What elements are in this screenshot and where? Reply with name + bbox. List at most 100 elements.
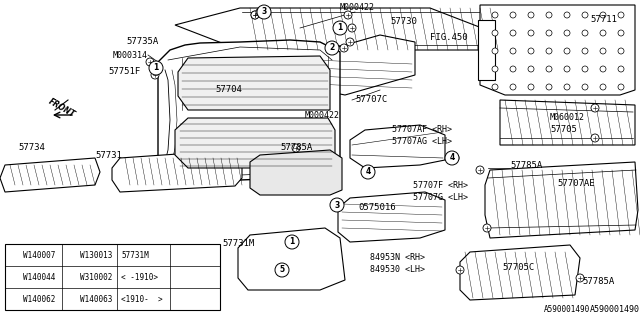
- Text: 4: 4: [449, 154, 454, 163]
- Circle shape: [528, 12, 534, 18]
- Text: FRONT: FRONT: [47, 97, 77, 119]
- Circle shape: [492, 48, 498, 54]
- Circle shape: [149, 61, 163, 75]
- Text: M060012: M060012: [550, 114, 585, 123]
- Circle shape: [346, 38, 354, 46]
- Polygon shape: [158, 40, 340, 180]
- Circle shape: [256, 8, 264, 16]
- Bar: [5, 244, 220, 310]
- Text: W140063: W140063: [80, 294, 113, 303]
- Circle shape: [330, 198, 344, 212]
- Circle shape: [528, 84, 534, 90]
- Polygon shape: [485, 162, 638, 238]
- Circle shape: [445, 151, 459, 165]
- Circle shape: [564, 84, 570, 90]
- Text: 3: 3: [261, 7, 267, 17]
- Circle shape: [546, 12, 552, 18]
- Circle shape: [564, 12, 570, 18]
- Circle shape: [582, 48, 588, 54]
- Circle shape: [618, 84, 624, 90]
- Circle shape: [600, 84, 606, 90]
- Text: W310002: W310002: [80, 273, 113, 282]
- Circle shape: [146, 58, 154, 66]
- Circle shape: [510, 66, 516, 72]
- Text: 57704: 57704: [215, 85, 242, 94]
- Circle shape: [582, 66, 588, 72]
- Text: 57711: 57711: [590, 15, 617, 25]
- Circle shape: [618, 12, 624, 18]
- Text: 2: 2: [330, 44, 335, 52]
- Text: 1: 1: [13, 252, 17, 258]
- Circle shape: [510, 84, 516, 90]
- Circle shape: [510, 48, 516, 54]
- Text: 57705: 57705: [550, 125, 577, 134]
- Text: 849530 <LH>: 849530 <LH>: [370, 266, 425, 275]
- Circle shape: [546, 66, 552, 72]
- Polygon shape: [478, 20, 495, 80]
- Circle shape: [564, 48, 570, 54]
- Text: 4: 4: [365, 167, 371, 177]
- Circle shape: [348, 24, 356, 32]
- Text: 57707C: 57707C: [355, 95, 387, 105]
- Polygon shape: [238, 228, 345, 290]
- Circle shape: [582, 30, 588, 36]
- Circle shape: [546, 84, 552, 90]
- Circle shape: [582, 12, 588, 18]
- Circle shape: [591, 104, 599, 112]
- Circle shape: [600, 30, 606, 36]
- Circle shape: [492, 66, 498, 72]
- Circle shape: [546, 30, 552, 36]
- Text: 1: 1: [337, 23, 342, 33]
- Text: 57707G <LH>: 57707G <LH>: [413, 194, 468, 203]
- Circle shape: [510, 30, 516, 36]
- Circle shape: [151, 71, 159, 79]
- Text: 57707AG <LH>: 57707AG <LH>: [392, 138, 452, 147]
- Text: <1910-  >: <1910- >: [121, 294, 163, 303]
- Text: M000422: M000422: [340, 4, 375, 12]
- Text: 57707F <RH>: 57707F <RH>: [413, 181, 468, 190]
- Circle shape: [492, 84, 498, 90]
- Circle shape: [528, 66, 534, 72]
- Text: FIG.450: FIG.450: [430, 34, 468, 43]
- Circle shape: [361, 165, 375, 179]
- Circle shape: [476, 166, 484, 174]
- Text: 57734: 57734: [18, 143, 45, 153]
- Circle shape: [582, 84, 588, 90]
- Circle shape: [492, 30, 498, 36]
- Text: 57707AE: 57707AE: [557, 179, 595, 188]
- Circle shape: [483, 224, 491, 232]
- Circle shape: [66, 249, 78, 261]
- Circle shape: [528, 48, 534, 54]
- Text: 57785A: 57785A: [280, 143, 312, 153]
- Text: 57707AF <RH>: 57707AF <RH>: [392, 125, 452, 134]
- Text: A590001490: A590001490: [544, 306, 590, 315]
- Polygon shape: [175, 118, 335, 168]
- Circle shape: [618, 30, 624, 36]
- Circle shape: [325, 41, 339, 55]
- Polygon shape: [460, 245, 580, 300]
- Circle shape: [528, 30, 534, 36]
- Circle shape: [257, 5, 271, 19]
- Text: 57731: 57731: [95, 150, 122, 159]
- Circle shape: [564, 66, 570, 72]
- Circle shape: [546, 48, 552, 54]
- Polygon shape: [338, 192, 445, 242]
- Polygon shape: [310, 35, 415, 95]
- Circle shape: [591, 134, 599, 142]
- Circle shape: [66, 271, 78, 283]
- Circle shape: [510, 12, 516, 18]
- Text: 84953N <RH>: 84953N <RH>: [370, 253, 425, 262]
- Circle shape: [278, 266, 286, 274]
- Text: W140044: W140044: [23, 273, 56, 282]
- Text: 57785A: 57785A: [582, 276, 614, 285]
- Text: 57730: 57730: [390, 18, 417, 27]
- Text: M000314: M000314: [113, 51, 148, 60]
- Text: 5: 5: [280, 266, 285, 275]
- Text: 1: 1: [154, 63, 159, 73]
- Text: A590001490: A590001490: [590, 306, 640, 315]
- Text: 57731M: 57731M: [121, 251, 148, 260]
- Circle shape: [618, 66, 624, 72]
- Text: 57785A: 57785A: [510, 161, 542, 170]
- Circle shape: [456, 266, 464, 274]
- Circle shape: [492, 12, 498, 18]
